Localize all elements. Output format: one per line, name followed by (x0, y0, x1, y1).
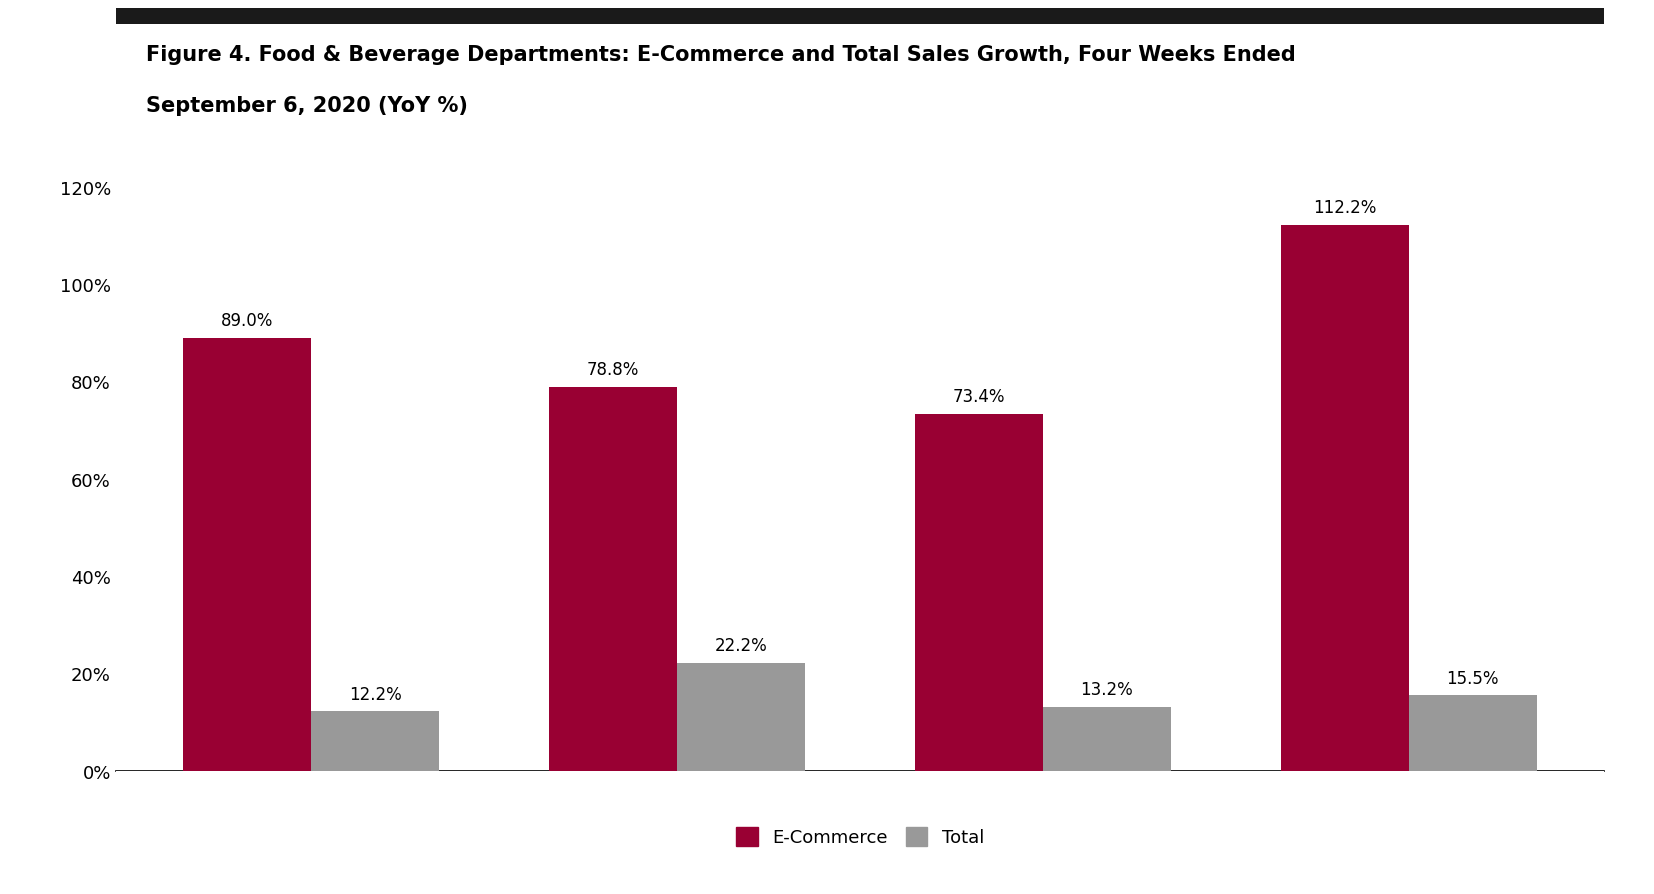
Bar (184, 338, 311, 771)
Bar (311, 712, 440, 771)
Text: 78.8%: 78.8% (587, 361, 640, 379)
Text: 89.0%: 89.0% (222, 311, 273, 330)
Text: September 6, 2020 (YoY %): September 6, 2020 (YoY %) (146, 96, 468, 115)
Bar (1044, 707, 1171, 771)
Text: 112.2%: 112.2% (1313, 198, 1376, 216)
Text: 12.2%: 12.2% (349, 685, 402, 703)
Legend: E-Commerce, Total: E-Commerce, Total (729, 820, 991, 854)
Bar (676, 663, 805, 771)
Bar (1409, 696, 1537, 771)
Bar (1280, 225, 1409, 771)
Text: 73.4%: 73.4% (953, 387, 1006, 405)
Text: Figure 4. Food & Beverage Departments: E-Commerce and Total Sales Growth, Four W: Figure 4. Food & Beverage Departments: E… (146, 46, 1295, 65)
Bar (915, 414, 1044, 771)
Text: 13.2%: 13.2% (1080, 680, 1133, 698)
Text: 15.5%: 15.5% (1447, 669, 1499, 687)
Bar (549, 388, 676, 771)
Text: 22.2%: 22.2% (715, 637, 767, 654)
